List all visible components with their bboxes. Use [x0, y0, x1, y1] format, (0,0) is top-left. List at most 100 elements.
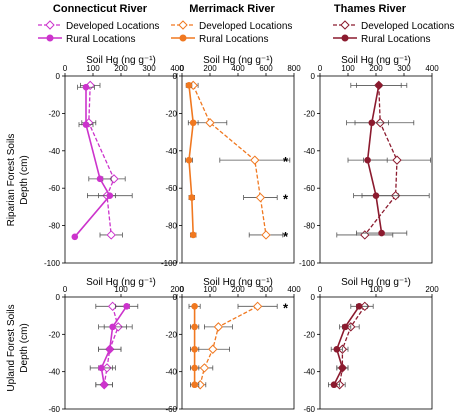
x-axis-label: Soil Hg (ng g⁻¹)	[86, 55, 156, 66]
y-tick-label: -100	[161, 259, 178, 268]
y-tick-label: 0	[311, 72, 316, 81]
data-point-rural	[98, 364, 105, 372]
data-point-rural	[189, 231, 197, 239]
rural-marker-icon	[341, 34, 349, 42]
data-point-developed	[252, 301, 263, 312]
x-tick-label: 300	[259, 285, 273, 294]
data-point-developed	[255, 192, 266, 203]
legend-rural-label: Rural Locations	[199, 34, 268, 45]
x-tick-label: 400	[231, 64, 245, 73]
x-tick-label: 0	[318, 64, 323, 73]
developed-marker-icon	[45, 20, 55, 30]
y-tick-label: -60	[48, 184, 60, 193]
y-tick-label: 0	[56, 293, 61, 302]
y-tick-label: -60	[303, 405, 315, 414]
legend-developed-label: Developed Locations	[199, 21, 292, 32]
y-tick-label: -100	[299, 259, 316, 268]
y-tick-label: -60	[303, 184, 315, 193]
legend-thames: Developed Locations Rural Locations	[333, 20, 454, 45]
legend-developed-label: Developed Locations	[361, 21, 454, 32]
x-axis-label: Soil Hg (ng g⁻¹)	[203, 55, 273, 66]
y-tick-label: -20	[303, 330, 315, 339]
y-tick-label: -40	[303, 147, 315, 156]
y-tick-label: 0	[311, 293, 316, 302]
series-line-rural	[74, 87, 111, 238]
x-tick-label: 600	[259, 64, 273, 73]
x-tick-label: 400	[170, 64, 184, 73]
x-tick-label: 0	[318, 285, 323, 294]
data-point-rural	[375, 82, 383, 89]
series-rural	[185, 82, 199, 239]
x-tick-label: 0	[63, 64, 68, 73]
data-point-rural	[191, 345, 198, 353]
x-tick-label: 200	[425, 285, 439, 294]
data-point-rural	[71, 233, 79, 241]
series-rural	[89, 303, 139, 389]
legend-merrimack: Developed Locations Rural Locations	[171, 20, 292, 45]
x-tick-label: 200	[203, 64, 217, 73]
x-tick-label: 0	[63, 285, 68, 294]
data-point-rural	[368, 119, 376, 127]
y-tick-label: -40	[48, 368, 60, 377]
row-label-riparian: Riparian Forest Soils	[6, 134, 17, 227]
data-point-developed	[106, 230, 116, 240]
series-line-developed	[199, 305, 258, 385]
y-tick-label: -20	[48, 330, 60, 339]
data-point-developed	[205, 118, 215, 128]
developed-marker-icon	[340, 20, 350, 30]
significance-star: *	[283, 229, 289, 244]
row-label-upland-depth: Depth (cm)	[19, 323, 30, 372]
panel-r0-c0: Soil Hg (ng g⁻¹)0 100 200 300 4000-20-40-60-…	[44, 55, 184, 268]
data-point-rural	[82, 121, 90, 128]
plot-frame	[319, 296, 433, 410]
significance-star: *	[283, 192, 289, 207]
x-tick-label: 100	[341, 64, 355, 73]
data-point-developed	[208, 344, 218, 354]
data-point-rural	[82, 83, 90, 91]
y-tick-label: -20	[165, 330, 177, 339]
legend-connecticut: Developed Locations Rural Locations	[38, 20, 159, 45]
x-tick-label: 300	[142, 64, 156, 73]
series-line-developed	[103, 306, 119, 385]
series-line-developed	[338, 305, 366, 385]
series-line-developed	[88, 85, 115, 236]
panel-r0-c1: Soil Hg (ng g⁻¹) 0 200 400 600 800 0 -20 -40 -60 -…	[161, 55, 301, 268]
significance-star: *	[283, 154, 289, 169]
data-point-rural	[188, 194, 196, 201]
data-point-rural	[106, 192, 114, 199]
y-tick-label: 0	[173, 293, 178, 302]
column-title-connecticut: Connecticut River	[53, 3, 148, 15]
y-tick-label: -60	[165, 405, 177, 414]
x-tick-label: 200	[170, 285, 184, 294]
x-tick-label: 400	[287, 285, 301, 294]
panel-r1-c1: Soil Hg (ng g⁻¹) 0 100 200 300 400 0 -20 -40 -60 *	[165, 277, 301, 414]
data-point-rural	[341, 323, 349, 331]
x-axis-label: Soil Hg (ng g⁻¹)	[86, 277, 156, 288]
x-axis-label: Soil Hg (ng g⁻¹)	[341, 277, 411, 288]
legend-rural-label: Rural Locations	[66, 34, 135, 45]
series-rural	[188, 303, 201, 389]
data-point-rural	[191, 381, 198, 389]
data-point-rural	[109, 323, 116, 331]
column-title-merrimack: Merrimack River	[189, 3, 275, 15]
x-tick-label: 400	[425, 64, 439, 73]
data-point-developed	[213, 322, 224, 332]
data-point-rural	[191, 303, 198, 310]
x-tick-label: 200	[114, 64, 128, 73]
rural-marker-icon	[179, 34, 187, 42]
plot-frame	[181, 296, 295, 410]
data-point-rural	[378, 229, 385, 237]
panel-r0-c2: Soil Hg (ng g⁻¹) 0 100 200 300 400 0 -20 -40 -60 -…	[299, 55, 439, 268]
y-tick-label: 0	[56, 72, 61, 81]
rural-marker-icon	[46, 34, 54, 42]
y-tick-label: -20	[303, 109, 315, 118]
x-tick-label: 100	[114, 285, 128, 294]
panels: Soil Hg (ng g⁻¹)0 100 200 300 4000-20-40-60-…	[44, 55, 439, 414]
x-axis-label: Soil Hg (ng g⁻¹)	[203, 277, 273, 288]
x-tick-label: 0	[180, 64, 185, 73]
data-point-rural	[185, 82, 193, 89]
x-axis-label: Soil Hg (ng g⁻¹)	[341, 55, 411, 66]
series-developed	[80, 80, 126, 240]
series-developed	[187, 80, 291, 240]
